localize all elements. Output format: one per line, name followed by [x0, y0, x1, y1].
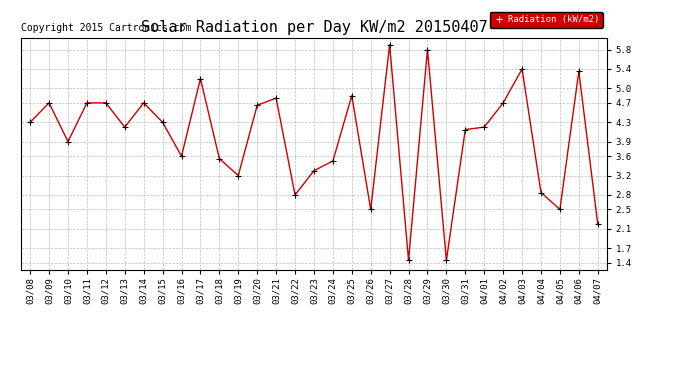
Title: Solar Radiation per Day KW/m2 20150407: Solar Radiation per Day KW/m2 20150407 — [141, 20, 487, 35]
Legend: Radiation (kW/m2): Radiation (kW/m2) — [490, 12, 602, 28]
Text: Copyright 2015 Cartronics.com: Copyright 2015 Cartronics.com — [21, 23, 191, 33]
